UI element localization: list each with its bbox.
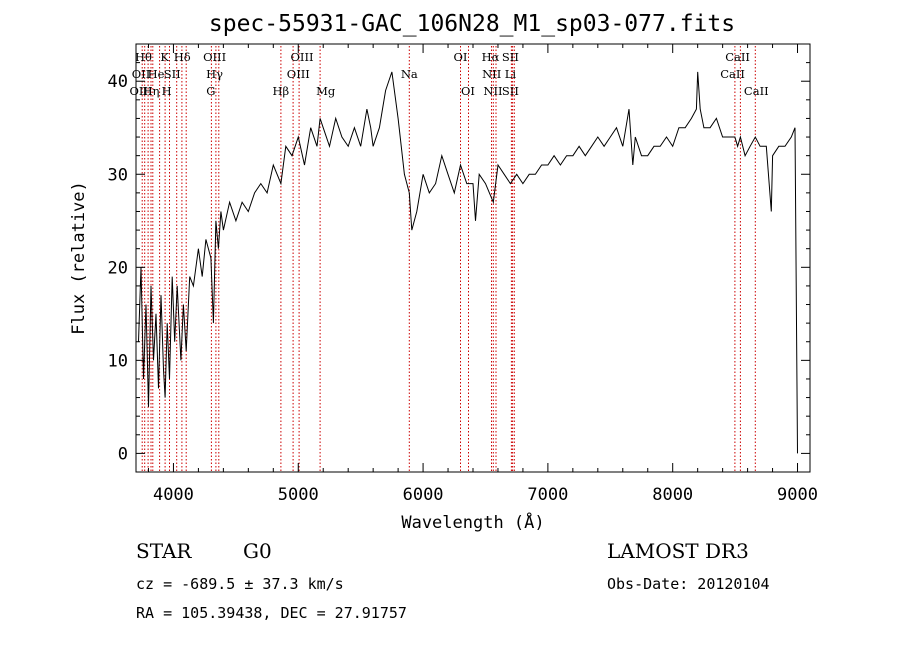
line-label-1: K [160, 50, 169, 64]
x-tick-label-3: 7000 [527, 485, 568, 505]
line-label-6: Hα [482, 50, 500, 64]
line-label-27: CaII [744, 84, 769, 98]
line-label-24: OI [461, 84, 475, 98]
x-tick-label-4: 8000 [652, 485, 693, 505]
x-tick-label-0: 4000 [153, 485, 194, 505]
line-label-3: OIII [203, 50, 226, 64]
line-label-26: SII [502, 84, 519, 98]
line-label-8: CaII [725, 50, 750, 64]
coordinates: RA = 105.39438, DEC = 27.91757 [136, 604, 407, 622]
line-label-19: Hη [143, 84, 160, 98]
line-label-21: G [206, 84, 215, 98]
y-tick-label-3: 30 [108, 165, 128, 185]
emission-line-markers [141, 46, 756, 472]
line-label-13: OIII [287, 67, 310, 81]
line-label-11: SII [164, 67, 181, 81]
y-tick-label-1: 10 [108, 351, 128, 371]
line-label-23: Mg [316, 84, 336, 98]
line-label-25: NII [483, 84, 502, 98]
line-label-5: OI [454, 50, 468, 64]
y-axis-label: Flux (relative) [69, 181, 89, 335]
line-label-22: Hβ [272, 84, 289, 98]
y-tick-label-4: 40 [108, 72, 128, 92]
line-label-10: He [148, 67, 165, 81]
observation-date: Obs-Date: 20120104 [607, 575, 770, 593]
line-label-4: OIII [290, 50, 313, 64]
line-label-12: Hγ [206, 67, 223, 81]
redshift-velocity: cz = -689.5 ± 37.3 km/s [136, 575, 344, 593]
axis-ticks: 4000 5000 6000 7000 8000 9000 0 10 20 30 40 [108, 43, 818, 505]
line-label-2: Hδ [174, 50, 191, 64]
line-label-18: OIII [129, 84, 152, 98]
y-tick-label-0: 0 [118, 444, 128, 464]
x-tick-label-1: 5000 [278, 485, 319, 505]
plot-frame [135, 43, 811, 473]
x-tick-label-2: 6000 [403, 485, 444, 505]
object-class: STAR [136, 539, 192, 563]
spectrum-line [138, 71, 798, 454]
line-label-7: SII [502, 50, 519, 64]
spectral-subclass: G0 [243, 539, 272, 563]
line-label-20: H [162, 84, 172, 98]
chart-title: spec-55931-GAC_106N28_M1_sp03-077.fits [209, 11, 735, 37]
survey-name: LAMOST DR3 [607, 539, 749, 563]
line-label-17: CaII [720, 67, 745, 81]
line-label-14: Na [401, 67, 418, 81]
line-label-16: Li [505, 67, 517, 81]
line-label-0: Hθ [135, 50, 152, 64]
line-label-15: NII [482, 67, 501, 81]
y-tick-label-2: 20 [108, 258, 128, 278]
x-axis-label: Wavelength (Å) [401, 511, 544, 533]
x-tick-label-5: 9000 [777, 485, 818, 505]
